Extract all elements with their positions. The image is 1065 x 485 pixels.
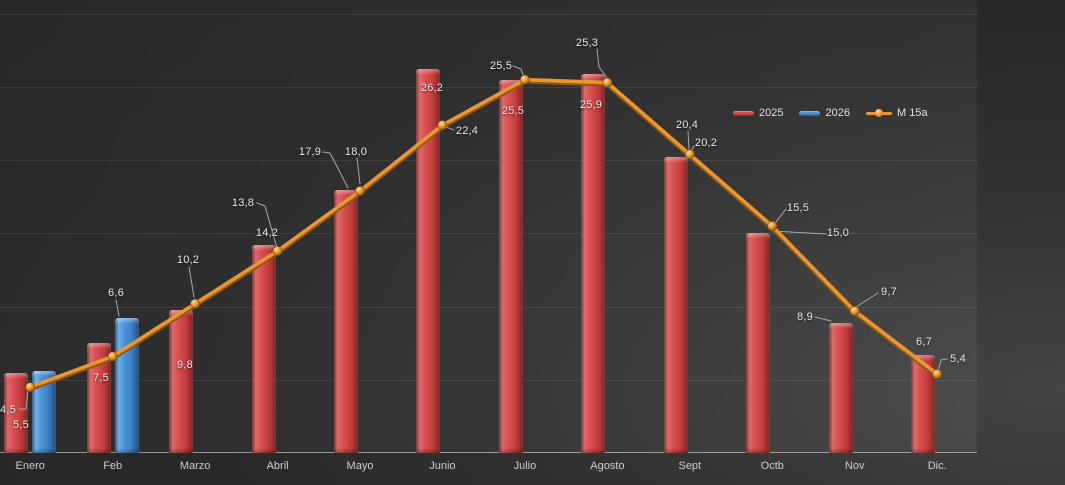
- bar-2025-enero[interactable]: [4, 372, 29, 453]
- legend-label-m15a: M 15a: [896, 107, 928, 119]
- data-label-2025-25-9[interactable]: 25,9: [579, 99, 603, 111]
- gridline-30: [0, 13, 977, 15]
- data-label-2025-9-8[interactable]: 9,8: [177, 359, 193, 371]
- gridline-20: [0, 160, 977, 162]
- data-label-2025-15-0[interactable]: 15,0: [826, 227, 850, 239]
- x-axis-label-sept[interactable]: Sept: [678, 460, 702, 472]
- x-axis-label-mayo[interactable]: Mayo: [346, 460, 374, 472]
- data-label-2025-20-2[interactable]: 20,2: [694, 137, 718, 149]
- bar-2025-marzo[interactable]: [169, 309, 194, 453]
- bar-2025-mayo[interactable]: [334, 189, 358, 453]
- data-label-m-15a-13-8[interactable]: 13,8: [231, 197, 255, 209]
- gridline-10: [0, 306, 977, 308]
- bar-2025-agosto[interactable]: [581, 73, 606, 453]
- bar-2026-feb[interactable]: [114, 318, 139, 453]
- legend-swatch-m15a-marker-icon: [874, 109, 883, 117]
- data-label-m-15a-22-4[interactable]: 22,4: [455, 125, 479, 137]
- data-label-m-15a-20-4[interactable]: 20,4: [675, 119, 699, 131]
- data-label-2025-25-5[interactable]: 25,5: [501, 105, 525, 117]
- data-label-2025-5-5[interactable]: 5,5: [13, 419, 29, 431]
- bar-2025-sept[interactable]: [663, 157, 688, 453]
- bar-2025-octb[interactable]: [746, 233, 771, 453]
- data-label-m-15a-5-4[interactable]: 5,4: [950, 353, 966, 365]
- x-axis-label-junio[interactable]: Junio: [429, 460, 456, 472]
- data-label-2025-14-2[interactable]: 14,2: [255, 227, 279, 239]
- x-axis-label-abril[interactable]: Abril: [266, 460, 289, 472]
- bar-2025-junio[interactable]: [416, 69, 441, 453]
- legend-swatch-2026-bar-icon: [799, 110, 821, 116]
- x-axis-label-agosto[interactable]: Agosto: [590, 460, 625, 472]
- x-axis-label-enero[interactable]: Enero: [15, 460, 45, 472]
- bar-2026-enero[interactable]: [32, 371, 57, 453]
- data-label-2025-8-9[interactable]: 8,9: [797, 311, 813, 323]
- gridline-25: [0, 87, 977, 88]
- chart-legend[interactable]: 2025 2026 M 15a: [733, 103, 928, 123]
- legend-item-m15a[interactable]: M 15a: [865, 107, 928, 119]
- data-label-2025-26-2[interactable]: 26,2: [420, 82, 444, 94]
- legend-swatch-2025-bar-icon: [733, 110, 754, 116]
- data-label-m-15a-25-5[interactable]: 25,5: [489, 60, 513, 72]
- data-label-2025-6-7[interactable]: 6,7: [916, 336, 932, 348]
- bar-2025-julio[interactable]: [498, 79, 523, 453]
- data-label-m-15a-17-9[interactable]: 17,9: [298, 146, 322, 158]
- x-axis-label-marzo[interactable]: Marzo: [179, 460, 211, 472]
- bar-2025-dic[interactable]: [911, 354, 936, 453]
- legend-item-2025[interactable]: 2025: [733, 107, 783, 119]
- data-label-2025-7-5[interactable]: 7,5: [93, 372, 109, 384]
- x-axis-label-feb[interactable]: Feb: [103, 460, 123, 472]
- data-label-m-15a-25-3[interactable]: 25,3: [575, 37, 599, 49]
- legend-label-2025: 2025: [759, 107, 784, 119]
- data-label-m-15a-10-2[interactable]: 10,2: [176, 254, 200, 266]
- x-axis-label-nov[interactable]: Nov: [844, 460, 865, 472]
- data-label-m-15a-9-7[interactable]: 9,7: [881, 286, 897, 298]
- x-axis-label-julio[interactable]: Julio: [513, 460, 537, 472]
- x-axis-label-octb[interactable]: Octb: [760, 460, 784, 472]
- legend-label-2026: 2026: [825, 107, 850, 119]
- bar-2025-abril[interactable]: [251, 245, 276, 453]
- data-label-m-15a-15-5[interactable]: 15,5: [786, 202, 810, 214]
- bar-2025-feb[interactable]: [86, 343, 111, 453]
- legend-swatch-m15a-line-icon: [865, 109, 892, 117]
- bar-2025-nov[interactable]: [828, 322, 853, 453]
- legend-item-2026[interactable]: 2026: [799, 107, 850, 119]
- data-label-m-15a-6-6[interactable]: 6,6: [108, 287, 124, 299]
- data-label-m-15a-4-5[interactable]: 4,5: [0, 404, 16, 416]
- x-axis-line: [0, 452, 977, 453]
- data-label-2025-18-0[interactable]: 18,0: [344, 146, 368, 158]
- x-axis-label-dic[interactable]: Dic.: [927, 460, 947, 472]
